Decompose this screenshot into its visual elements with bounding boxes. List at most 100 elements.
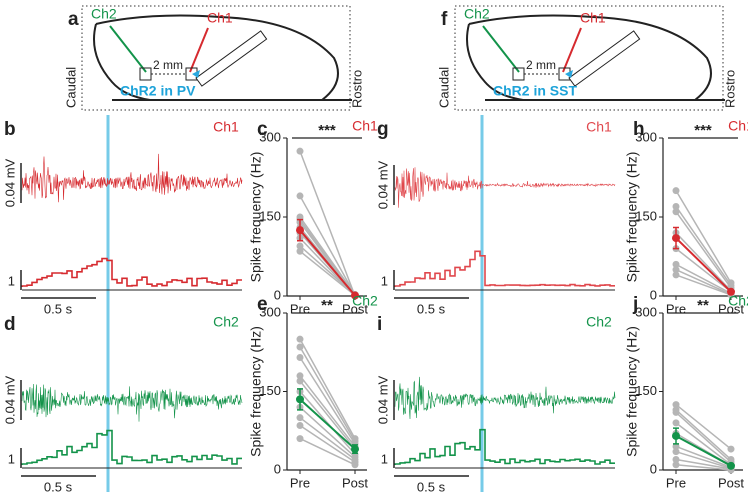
data-point: [296, 147, 304, 155]
electrode-ch1: [562, 27, 582, 73]
time-scale-label: 0.5 s: [44, 479, 73, 494]
series-line: [675, 190, 732, 284]
series-line: [299, 150, 356, 297]
series-line: [675, 237, 732, 293]
voltage-scale-label: 0.04 mV: [2, 375, 17, 424]
count-scale-label: 1: [381, 273, 388, 288]
data-point: [296, 414, 304, 422]
series-line: [299, 406, 356, 458]
data-point: [296, 226, 304, 235]
y-tick-label: 300: [259, 304, 281, 319]
data-point: [727, 287, 735, 296]
y-axis-label: Spike frequency (Hz): [248, 326, 264, 457]
series-line: [675, 464, 732, 471]
light-cone: [192, 70, 200, 78]
series-line: [675, 458, 732, 470]
series-line: [675, 450, 732, 470]
data-point: [672, 419, 680, 427]
label-ch2: Ch2: [91, 6, 117, 22]
channel-label: Ch1: [586, 119, 612, 135]
series-line: [675, 232, 732, 292]
data-point: [727, 445, 735, 453]
distance-label: 2 mm: [153, 58, 183, 72]
series-line: [675, 248, 732, 293]
data-point: [672, 431, 680, 440]
data-point: [296, 192, 304, 200]
panel-letter: h: [633, 119, 645, 140]
y-axis-label: Spike frequency (Hz): [624, 326, 640, 457]
data-point: [672, 456, 680, 464]
data-point: [296, 353, 304, 361]
construct-label: ChR2 in PV: [120, 83, 196, 99]
panel-letter: c: [257, 119, 268, 140]
time-scale-label: 0.5 s: [44, 301, 73, 316]
significance-label: ***: [694, 122, 712, 139]
data-point: [672, 260, 680, 268]
panel-letter: d: [4, 314, 16, 335]
light-cone: [565, 70, 573, 78]
y-tick-label: 0: [274, 461, 281, 476]
count-scale-label: 1: [8, 273, 15, 288]
electrode-ch2: [109, 25, 147, 73]
series-line: [675, 211, 732, 289]
panel-letter: i: [377, 314, 382, 335]
voltage-scale-label: 0.04 mV: [375, 375, 390, 424]
x-tick-label: Pre: [666, 475, 686, 490]
panel-letter: j: [632, 294, 638, 315]
voltage-scale-label: 0.04 mV: [2, 158, 17, 207]
channel-label: Ch2: [728, 293, 748, 309]
caudal-label: Caudal: [63, 67, 78, 108]
optical-fiber: [195, 30, 268, 87]
series-line: [299, 250, 356, 297]
data-point: [672, 202, 680, 210]
data-point: [672, 187, 680, 195]
rate-histogram: [394, 428, 615, 465]
series-line: [675, 409, 732, 461]
data-point: [296, 377, 304, 385]
panel-letter: b: [4, 119, 16, 140]
series-line: [675, 263, 732, 295]
data-point: [672, 401, 680, 409]
data-point: [672, 271, 680, 279]
time-scale-label: 0.5 s: [417, 479, 446, 494]
time-scale-label: 0.5 s: [417, 301, 446, 316]
raw-trace: [21, 153, 243, 203]
rate-histogram: [394, 250, 615, 287]
series-line: [299, 216, 356, 295]
y-tick-label: 0: [274, 287, 281, 302]
series-line: [299, 375, 356, 447]
data-point: [296, 395, 304, 404]
x-tick-label: Pre: [666, 301, 686, 316]
channel-label: Ch2: [213, 314, 239, 330]
electrode-ch1: [189, 27, 209, 73]
series-line: [299, 338, 356, 439]
channel-label: Ch1: [352, 118, 378, 134]
series-line: [675, 403, 732, 450]
data-point: [296, 343, 304, 351]
panel-letter: f: [441, 9, 448, 30]
rate-histogram: [21, 257, 242, 287]
series-line: [299, 245, 356, 296]
data-point: [296, 422, 304, 430]
series-line: [675, 274, 732, 296]
optical-fiber: [568, 30, 641, 87]
caudal-label: Caudal: [436, 67, 451, 108]
data-point: [672, 461, 680, 469]
series-line: [299, 417, 356, 461]
raw-trace: [21, 383, 243, 422]
channel-label: Ch2: [586, 314, 612, 330]
y-tick-label: 0: [650, 461, 657, 476]
y-axis-label: Spike frequency (Hz): [248, 152, 264, 283]
raw-trace: [394, 376, 616, 420]
series-line: [299, 357, 356, 445]
raw-trace: [394, 167, 616, 208]
data-point: [296, 247, 304, 255]
channel-label: Ch2: [352, 293, 378, 309]
y-tick-label: 150: [635, 383, 657, 398]
rostro-label: Rostro: [722, 70, 737, 108]
x-tick-label: Pre: [290, 475, 310, 490]
panel-letter: e: [257, 294, 268, 315]
channel-label: Ch1: [728, 118, 748, 134]
data-point: [672, 266, 680, 274]
data-point: [727, 461, 735, 470]
